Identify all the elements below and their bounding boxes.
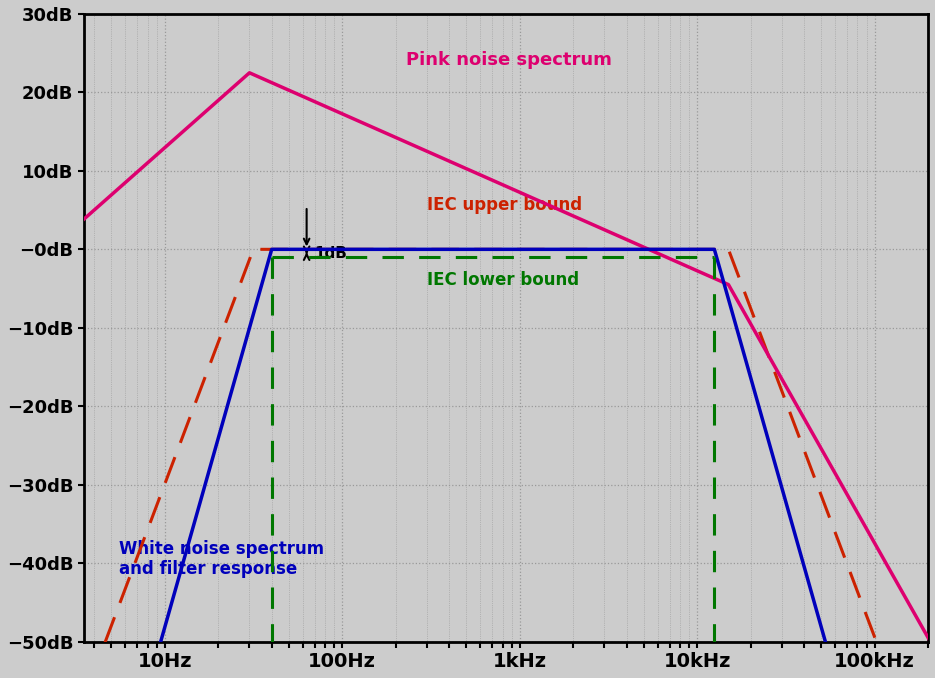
Text: IEC lower bound: IEC lower bound <box>427 271 579 289</box>
Text: IEC upper bound: IEC upper bound <box>427 196 582 214</box>
Text: 1dB: 1dB <box>315 245 348 261</box>
Text: White noise spectrum
and filter response: White noise spectrum and filter response <box>119 540 324 578</box>
Text: Pink noise spectrum: Pink noise spectrum <box>407 51 612 69</box>
